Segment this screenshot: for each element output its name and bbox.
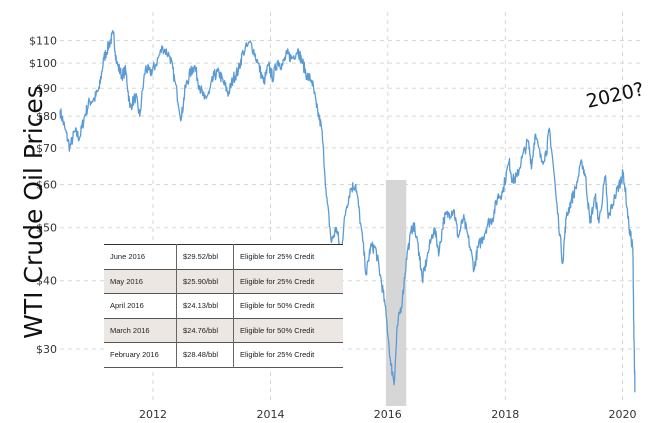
table-cell-month: March 2016 <box>110 325 150 335</box>
y-tick-label: $60 <box>36 178 57 191</box>
table-cell-status: Eligible for 25% Credit <box>233 342 343 367</box>
series-line-wti <box>59 30 636 393</box>
table-cell-status: Eligible for 25% Credit <box>233 244 343 269</box>
table-cell-price: $28.48/bbl <box>176 342 234 367</box>
x-tick-label: 2012 <box>139 408 167 421</box>
table-cell-month: May 2016 <box>110 276 143 286</box>
table-cell-month: June 2016 <box>110 252 146 262</box>
table-cell-status: Eligible for 25% Credit <box>233 269 343 294</box>
table-cell-status: Eligible for 50% Credit <box>233 293 343 318</box>
y-axis: $110 $100 $90 $80 $70 $60 $50 $40 $30 <box>29 35 57 356</box>
table-row: February 2016 $28.48/bbl Eligible for 25% … <box>104 342 343 367</box>
x-axis: 2012 2014 2016 2018 2020 <box>139 408 637 421</box>
x-tick-label: 2014 <box>256 408 284 421</box>
table-cell-price: $29.52/bbl <box>176 244 234 269</box>
annotation-2020: 2020? <box>584 78 646 113</box>
y-tick-label: $100 <box>29 57 57 70</box>
credit-table-body: June 2016 $29.52/bbl Eligible for 25% Cred… <box>104 244 343 367</box>
x-tick-label: 2016 <box>374 408 402 421</box>
table-cell-status: Eligible for 50% Credit <box>233 318 343 343</box>
y-tick-label: $80 <box>36 110 57 123</box>
y-tick-label: $110 <box>29 35 57 48</box>
y-tick-label: $30 <box>36 343 57 356</box>
y-tick-label: $40 <box>36 275 57 288</box>
table-cell-month: April 2016 <box>110 301 144 311</box>
x-tick-label: 2020 <box>609 408 637 421</box>
credit-eligibility-table: June 2016 $29.52/bbl Eligible for 25% Cred… <box>104 244 343 368</box>
y-tick-label: $50 <box>36 222 57 235</box>
table-cell-month: February 2016 <box>110 350 159 360</box>
table-row: May 2016 $25.90/bbl Eligible for 25% Credi… <box>104 269 343 294</box>
table-row: March 2016 $24.76/bbl Eligible for 50% Cre… <box>104 318 343 343</box>
table-cell-price: $24.13/bbl <box>176 293 234 318</box>
table-row: June 2016 $29.52/bbl Eligible for 25% Cred… <box>104 244 343 269</box>
grid-lines <box>60 12 642 402</box>
table-cell-price: $24.76/bbl <box>176 318 234 343</box>
y-tick-label: $70 <box>36 142 57 155</box>
highlight-band <box>385 180 407 406</box>
table-cell-price: $25.90/bbl <box>176 269 234 294</box>
y-axis-label: WTI Crude Oil Prices <box>19 85 48 339</box>
y-tick-label: $90 <box>36 82 57 95</box>
table-row: April 2016 $24.13/bbl Eligible for 50% Cre… <box>104 293 343 318</box>
x-tick-label: 2018 <box>491 408 519 421</box>
